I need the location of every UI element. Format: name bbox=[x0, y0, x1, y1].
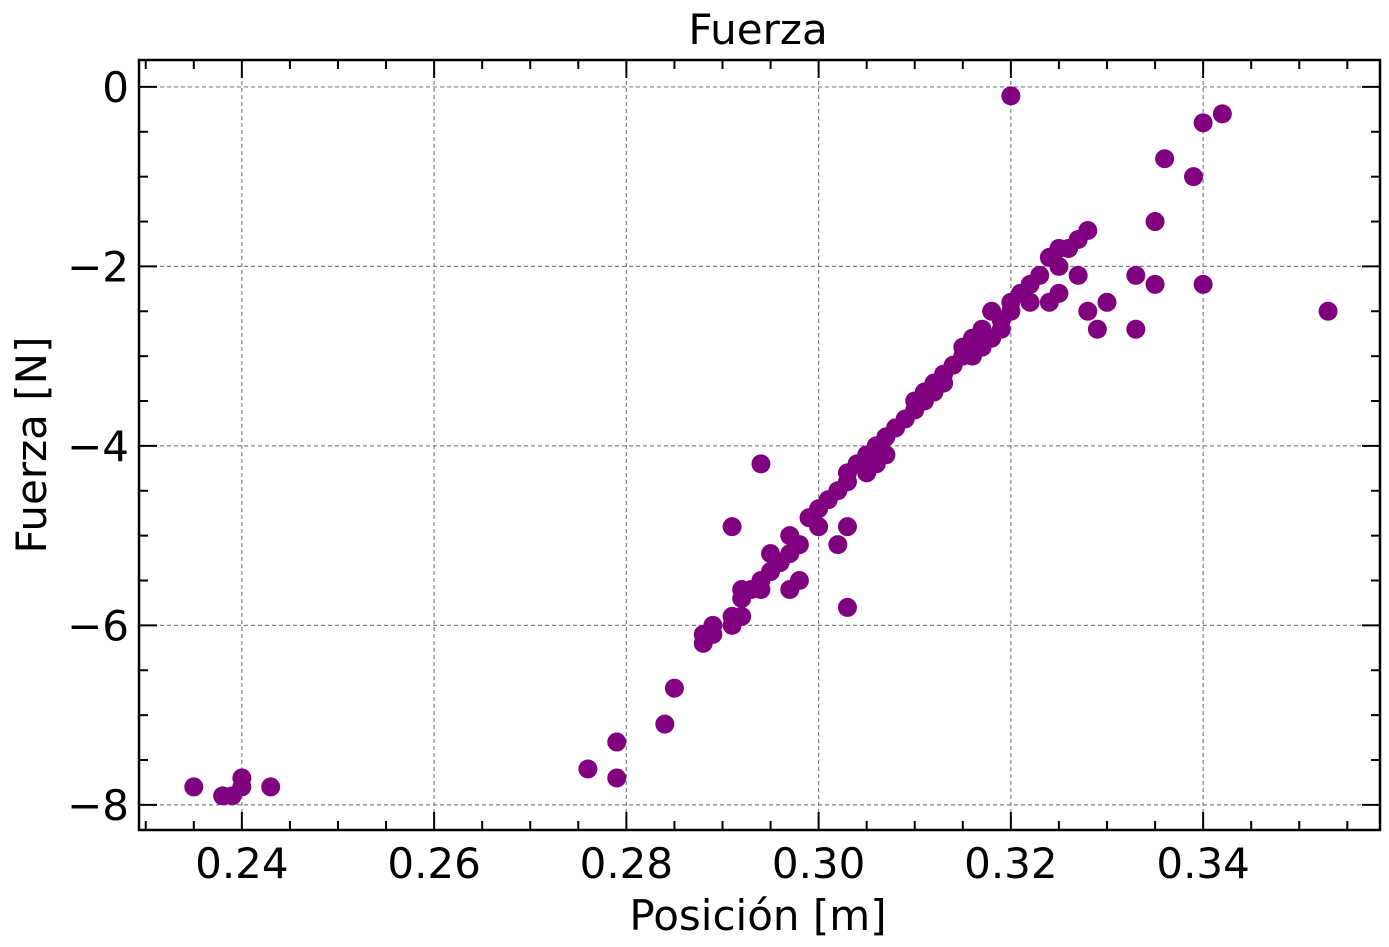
axis-ticks bbox=[139, 60, 1380, 830]
data-point bbox=[1212, 104, 1232, 124]
data-points bbox=[184, 86, 1338, 806]
tick-labels: 0.24 0.26 0.28 0.30 0.32 0.34 0 −2 −4 −6 −8 bbox=[67, 63, 1250, 888]
y-tick-label: −8 bbox=[67, 781, 129, 830]
data-point bbox=[809, 517, 829, 537]
x-tick-label: 0.30 bbox=[772, 839, 866, 888]
data-point bbox=[876, 445, 896, 465]
x-tick-label: 0.34 bbox=[1156, 839, 1250, 888]
data-point bbox=[991, 319, 1011, 339]
data-point bbox=[184, 777, 204, 797]
data-point bbox=[1078, 221, 1098, 241]
x-tick-label: 0.28 bbox=[580, 839, 674, 888]
y-tick-label: −6 bbox=[67, 601, 129, 650]
data-point bbox=[722, 517, 742, 537]
data-point bbox=[578, 759, 598, 779]
y-tick-label: 0 bbox=[102, 63, 129, 112]
data-point bbox=[1001, 86, 1021, 106]
x-axis-label: Posición [m] bbox=[629, 891, 886, 940]
data-point bbox=[1078, 301, 1098, 321]
data-point bbox=[1145, 212, 1165, 232]
data-point bbox=[934, 373, 954, 393]
data-point bbox=[1193, 113, 1213, 133]
data-point bbox=[1020, 292, 1040, 312]
data-point bbox=[1184, 167, 1204, 187]
x-tick-label: 0.26 bbox=[387, 839, 481, 888]
data-point bbox=[1001, 301, 1021, 321]
data-point bbox=[1318, 301, 1338, 321]
data-point bbox=[1193, 274, 1213, 294]
data-point bbox=[655, 714, 675, 734]
data-point bbox=[1068, 265, 1088, 285]
data-point bbox=[1145, 274, 1165, 294]
data-point bbox=[1030, 265, 1050, 285]
grid-lines bbox=[139, 60, 1380, 830]
data-point bbox=[789, 571, 809, 591]
data-point bbox=[1097, 292, 1117, 312]
data-point bbox=[703, 624, 723, 644]
data-point bbox=[1087, 319, 1107, 339]
data-point bbox=[261, 777, 281, 797]
data-point bbox=[837, 517, 857, 537]
y-axis-label: Fuerza [N] bbox=[7, 337, 56, 554]
chart-title: Fuerza bbox=[688, 5, 827, 54]
data-point bbox=[837, 597, 857, 617]
plot-frame bbox=[137, 58, 1382, 832]
data-point bbox=[1049, 283, 1069, 303]
data-point bbox=[1126, 319, 1146, 339]
data-point bbox=[607, 732, 627, 752]
data-point bbox=[751, 454, 771, 474]
data-point bbox=[732, 606, 752, 626]
data-point bbox=[828, 535, 848, 555]
data-point bbox=[232, 768, 252, 788]
data-point bbox=[1155, 149, 1175, 169]
x-tick-label: 0.24 bbox=[195, 839, 289, 888]
data-point bbox=[607, 768, 627, 788]
data-point bbox=[789, 535, 809, 555]
y-tick-label: −4 bbox=[67, 422, 129, 471]
y-tick-label: −2 bbox=[67, 242, 129, 291]
x-tick-label: 0.32 bbox=[964, 839, 1058, 888]
data-point bbox=[751, 579, 771, 599]
data-point bbox=[1049, 256, 1069, 276]
data-point bbox=[664, 678, 684, 698]
data-point bbox=[1126, 265, 1146, 285]
